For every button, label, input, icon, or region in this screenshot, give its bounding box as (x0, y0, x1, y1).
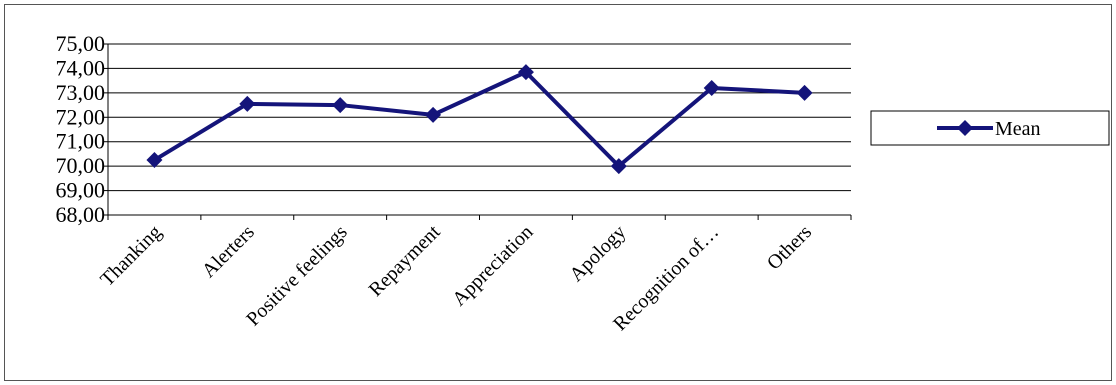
data-point (610, 158, 627, 175)
x-tick-label: Appreciation (448, 221, 537, 310)
data-point (425, 106, 442, 123)
y-tick-label: 73,00 (56, 80, 106, 105)
y-tick-label: 75,00 (56, 31, 106, 56)
y-tick-label: 74,00 (56, 55, 106, 80)
series-mean (146, 64, 813, 175)
y-tick-label: 69,00 (56, 178, 106, 203)
data-point (332, 97, 349, 114)
data-point (517, 64, 534, 81)
y-tick-label: 72,00 (56, 104, 106, 129)
legend-marker (957, 120, 973, 136)
data-point (146, 152, 163, 169)
x-tick-label: Alerters (198, 221, 259, 282)
x-tick-label: Others (763, 221, 816, 274)
legend-label: Mean (995, 118, 1041, 140)
chart-frame: 68,00 69,00 70,00 71,00 72,00 73,00 74,00 75,00… (4, 4, 1112, 381)
y-tick-label: 71,00 (56, 129, 106, 154)
gridlines (108, 43, 851, 192)
x-tick-label: Thanking (96, 221, 166, 291)
y-tick-label: 70,00 (56, 153, 106, 178)
x-tick-label: Repayment (365, 221, 445, 301)
data-point (239, 95, 256, 112)
x-tick-label: Positive feelings (242, 221, 352, 331)
x-tick-label: Apology (565, 221, 630, 286)
line-chart: 68,0069,0070,0071,0072,0073,0074,0075,00… (56, 31, 1110, 335)
series-line-mean (153, 70, 805, 169)
legend: Mean (870, 110, 1110, 146)
data-point (796, 84, 813, 101)
y-tick-label: 68,00 (56, 202, 106, 227)
axes (103, 43, 852, 220)
data-point (703, 79, 720, 96)
